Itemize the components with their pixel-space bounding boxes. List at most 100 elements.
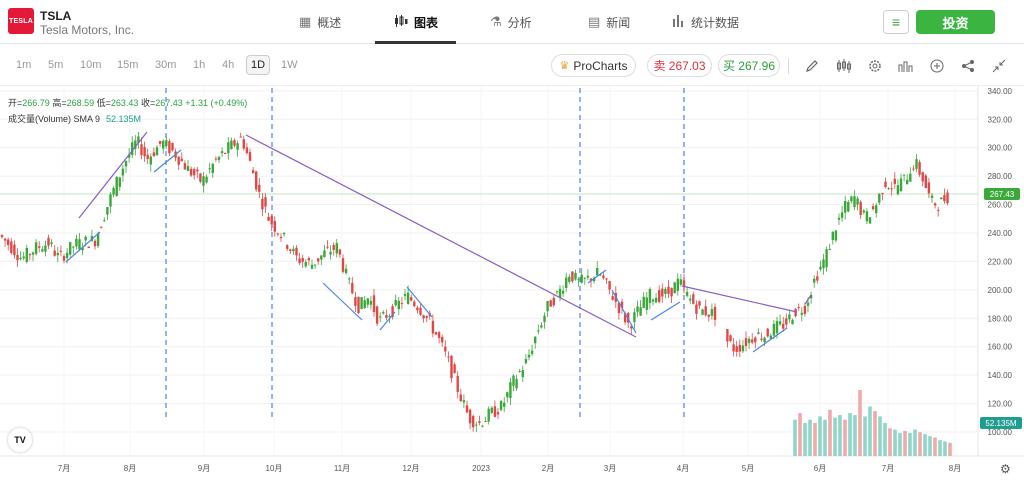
candle-body [13, 244, 16, 256]
candle-body [137, 136, 140, 143]
candle-body [264, 197, 267, 207]
candle-body [199, 173, 202, 182]
candle-body [348, 278, 351, 280]
candle-body [313, 264, 317, 266]
time-tick-label: 7月 [58, 464, 70, 473]
candle-body [586, 275, 590, 278]
candle-body [744, 338, 748, 346]
candle-body [813, 278, 816, 283]
trend-line [379, 311, 396, 331]
candle-body [270, 216, 273, 225]
candle-body [400, 302, 404, 304]
candle-body [301, 257, 304, 262]
candle-body [22, 256, 25, 259]
tradingview-logo[interactable]: TV [8, 428, 32, 452]
candle-body [589, 278, 593, 282]
trend-line [406, 286, 433, 318]
nav-tab-overview[interactable]: ▦ 概述 [299, 0, 341, 44]
collapse-icon[interactable] [989, 56, 1009, 76]
candle-body [537, 330, 540, 332]
nav-tab-news[interactable]: ▤ 新闻 [588, 0, 630, 44]
time-tick-label: 10月 [266, 464, 283, 473]
volume-label: 成交量(Volume) SMA 9 [8, 114, 101, 124]
draw-pencil-icon[interactable] [802, 56, 822, 76]
candle-body [124, 161, 128, 167]
timeframe-1d[interactable]: 1D [246, 55, 270, 75]
candle-body [822, 259, 825, 269]
axis-value-tags: 267.43 52.135M [980, 188, 1022, 429]
time-tick-label: 6月 [814, 464, 826, 473]
nav-tab-analysis[interactable]: ⚗ 分析 [490, 0, 532, 44]
buy-button[interactable]: 买 267.96 [718, 54, 780, 77]
chart-settings-gear-icon[interactable]: ⚙ [1000, 462, 1011, 476]
volume-bar [913, 429, 917, 456]
add-circle-icon[interactable] [927, 56, 947, 76]
candle-body [620, 301, 624, 309]
instrument-symbol: TSLA [40, 9, 72, 23]
candle-body [704, 306, 707, 316]
candle-body [754, 337, 757, 343]
candle-body [354, 297, 357, 306]
candle-body [670, 287, 673, 297]
candle-body [69, 242, 72, 255]
timeframe-5m[interactable]: 5m [48, 59, 64, 71]
candle-body [140, 144, 143, 156]
candle-body [394, 300, 397, 306]
candle-body [844, 200, 847, 213]
price-tick-label: 100.00 [988, 428, 1013, 437]
candle-body [87, 246, 90, 248]
change-value: +1.31 (+0.49%) [185, 98, 248, 108]
volume-bar [838, 415, 842, 456]
candle-body [661, 288, 664, 297]
candle-body [943, 195, 946, 202]
candle-body [47, 237, 50, 246]
nav-tab-chart[interactable]: 图表 [394, 0, 438, 44]
candle-body [121, 168, 125, 176]
timeframe-30m[interactable]: 30m [155, 59, 177, 71]
candle-body [329, 251, 332, 255]
candle-body [155, 147, 159, 156]
volume-legend: 成交量(Volume) SMA 9 52.135M [8, 112, 141, 125]
watchlist-add-button[interactable]: ≡ [883, 10, 909, 34]
volume-bar [948, 442, 952, 456]
chart-toolbar: 1m 5m 10m 15m 30m 1h 4h 1D 1W ♛ ProChart… [0, 44, 1024, 86]
candles-icon [394, 14, 408, 30]
sell-button[interactable]: 卖 267.03 [647, 54, 712, 77]
procharts-button[interactable]: ♛ ProCharts [551, 54, 636, 77]
candle-body [642, 296, 645, 308]
candle-body [763, 337, 766, 343]
timeframe-1h[interactable]: 1h [193, 59, 206, 71]
candle-body [633, 312, 636, 322]
candle-body [100, 227, 103, 229]
candle-body [503, 402, 506, 407]
candle-body [112, 188, 115, 195]
candle-body [521, 370, 524, 378]
candle-body [679, 279, 683, 285]
candle-body [16, 254, 19, 261]
invest-button[interactable]: 投资 [916, 10, 995, 34]
candle-body [549, 300, 552, 307]
timeframe-1w[interactable]: 1W [281, 59, 298, 71]
candle-body [434, 332, 438, 335]
candle-body [248, 152, 252, 161]
indicators-icon[interactable] [896, 56, 916, 76]
candle-body [825, 249, 828, 268]
price-chart[interactable]: 340.00 320.00 300.00 280.00 260.00 240.00 220.… [0, 86, 1024, 481]
nav-tab-stats[interactable]: 统计数据 [673, 0, 739, 44]
timeframe-4h[interactable]: 4h [222, 59, 235, 71]
candle-body [639, 307, 642, 316]
timeframe-15m[interactable]: 15m [117, 59, 139, 71]
candle-body [568, 276, 571, 282]
share-icon[interactable] [958, 56, 978, 76]
close-value: 267.43 [155, 98, 183, 108]
candle-type-icon[interactable] [834, 56, 854, 76]
candle-body [186, 166, 190, 171]
candle-body [881, 193, 884, 195]
settings-gear-icon[interactable] [865, 56, 885, 76]
last-price-label: 267.43 [990, 190, 1015, 199]
volume-bar [848, 413, 852, 456]
candle-body [496, 412, 500, 415]
timeframe-10m[interactable]: 10m [80, 59, 102, 71]
candle-body [103, 220, 106, 222]
timeframe-1m[interactable]: 1m [16, 59, 32, 71]
